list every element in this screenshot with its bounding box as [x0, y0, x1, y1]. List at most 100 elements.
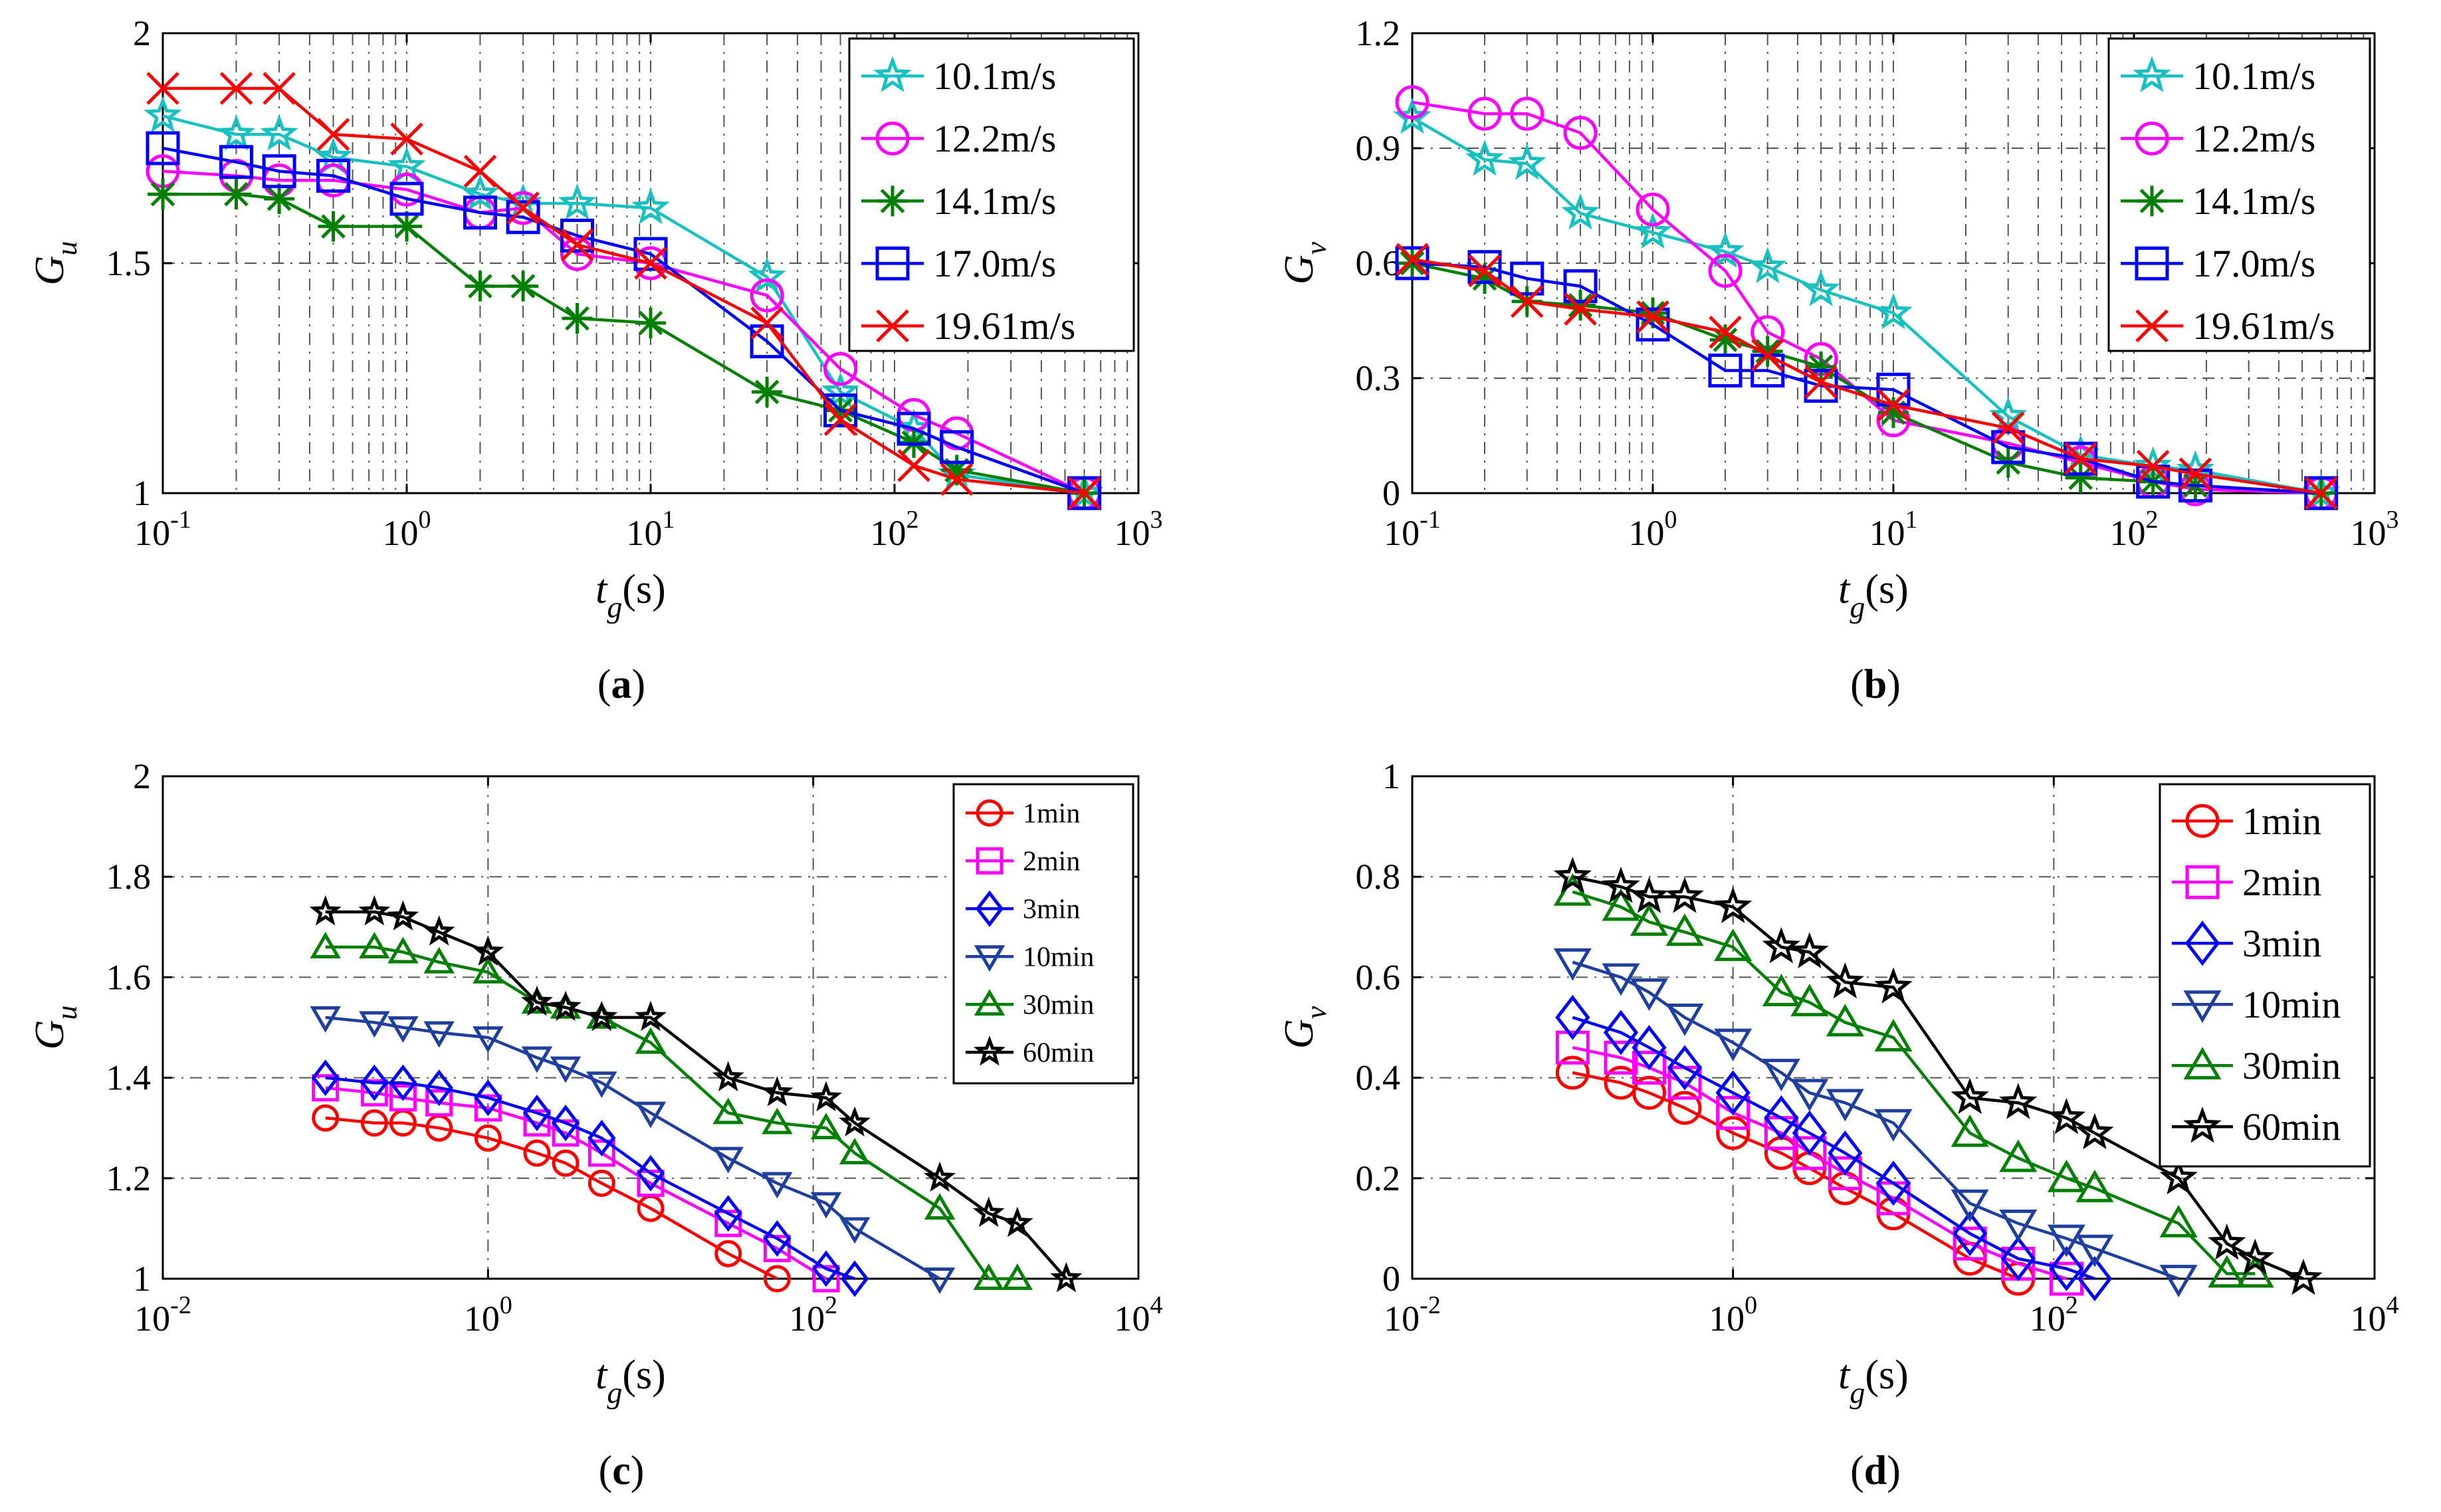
data-point [1561, 193, 1600, 230]
x-tick-label: 10-1 [134, 506, 191, 553]
data-point [2077, 1255, 2113, 1302]
data-point [1828, 1130, 1863, 1176]
data-point [523, 1139, 551, 1167]
x-tick-base: 10 [2110, 513, 2146, 553]
data-point [940, 430, 974, 465]
series-10min [1553, 948, 2198, 1297]
data-point [1665, 913, 1704, 946]
data-point [2000, 1236, 2036, 1281]
data-point [840, 1260, 869, 1297]
x-tick-exponent: 1 [663, 506, 675, 534]
panel-d: 10-2 100 102 10400.20.40.60.81tg(s)Gv1min2m… [1277, 756, 2399, 1493]
x-tick-base: 10 [383, 513, 419, 553]
data-point [712, 1146, 744, 1174]
data-point [1874, 292, 1913, 330]
x-tick-base: 10 [1114, 513, 1150, 553]
x-tick-exponent: 2 [906, 506, 919, 534]
x-axis-label-rest: (s) [622, 567, 665, 612]
panel-c: 10-2 100 102 10411.21.41.61.82tg(s)Gu1min2m… [27, 756, 1163, 1493]
data-point [312, 1104, 340, 1132]
y-tick-label: 0.8 [1356, 857, 1401, 897]
data-point [823, 393, 858, 427]
data-point [1951, 1114, 1989, 1147]
data-point [1508, 143, 1546, 180]
legend-label: 2min [2242, 861, 2321, 904]
data-point [1874, 967, 1913, 1004]
data-point [1792, 1110, 1827, 1156]
x-axis-label: tg(s) [1838, 567, 1909, 624]
series-19.61m/s [1396, 243, 2338, 510]
panel-b: 10-1 100 101 102 10300.30.60.91.2tg(s)Gv10.1… [1277, 13, 2399, 707]
data-point [1665, 877, 1704, 913]
caption-paren: ) [631, 1448, 645, 1493]
data-point [1999, 1209, 2038, 1242]
data-point [1715, 1070, 1751, 1116]
x-tick-base: 10 [134, 513, 170, 553]
data-point [2159, 1158, 2198, 1195]
data-point [523, 1109, 551, 1137]
data-point [1826, 1089, 1864, 1122]
legend-label: 1min [1023, 798, 1080, 829]
x-tick-label: 100 [1629, 506, 1677, 553]
data-point [1709, 324, 1741, 356]
data-point [1749, 247, 1787, 284]
data-point [748, 257, 786, 294]
data-point [1603, 1010, 1639, 1055]
x-axis-label-sub: g [607, 1376, 622, 1410]
data-point [2047, 1159, 2085, 1192]
data-point [521, 1046, 553, 1073]
legend-marker [2185, 804, 2220, 838]
data-point [1706, 231, 1745, 269]
data-point [2049, 1245, 2084, 1291]
data-point [2236, 1238, 2274, 1275]
data-point [2136, 449, 2170, 483]
x-tick-base: 10 [464, 1299, 500, 1339]
data-point [1565, 290, 1596, 321]
data-point [1714, 928, 1752, 961]
data-point [1553, 857, 1592, 893]
data-point [1804, 365, 1838, 399]
x-tick-base: 10 [1384, 513, 1420, 553]
x-tick-label: 102 [2030, 1291, 2078, 1339]
y-tick-label: 1.2 [106, 1158, 152, 1198]
x-axis-label: tg(s) [1838, 1352, 1909, 1410]
x-tick-label: 10-1 [1384, 506, 1441, 553]
data-point [812, 1265, 840, 1293]
x-axis-label-rest: (s) [622, 1352, 665, 1398]
panel-caption: (c) [599, 1448, 645, 1493]
series-line [325, 945, 1017, 1281]
series-10min [310, 1006, 956, 1294]
x-tick-exponent: 2 [2066, 1291, 2078, 1319]
caption-paren: ( [1850, 662, 1864, 707]
legend-label: 19.61m/s [933, 304, 1075, 348]
y-tick-label: 0.2 [1356, 1158, 1401, 1198]
data-point [587, 1169, 615, 1197]
caption-paren: ) [632, 662, 646, 707]
x-axis-label-rest: (s) [1865, 1352, 1908, 1398]
data-point [310, 932, 341, 958]
data-point [1002, 1263, 1033, 1290]
data-point [839, 1138, 871, 1164]
data-point [1876, 1181, 1911, 1216]
series-line [325, 1076, 855, 1281]
legend-marker [2183, 990, 2222, 1024]
data-point [359, 1011, 390, 1038]
axes-frame [161, 775, 1140, 1280]
legend-label: 10min [1023, 942, 1094, 972]
data-point [318, 211, 349, 242]
series-line [1572, 890, 2256, 1275]
y-tick-label: 2 [133, 13, 151, 53]
data-point [1804, 369, 1838, 403]
panel-caption: (d) [1850, 1448, 1901, 1493]
data-point [1001, 1206, 1033, 1238]
data-point [750, 278, 784, 312]
data-point [636, 1154, 665, 1192]
legend-label: 14.1m/s [933, 179, 1056, 223]
data-point [472, 935, 504, 966]
x-tick-label: 100 [1709, 1291, 1757, 1339]
data-point [263, 72, 296, 105]
data-point [463, 195, 497, 230]
data-point [635, 1027, 667, 1054]
caption-paren: ( [597, 662, 611, 707]
caption-paren: ( [599, 1448, 613, 1493]
